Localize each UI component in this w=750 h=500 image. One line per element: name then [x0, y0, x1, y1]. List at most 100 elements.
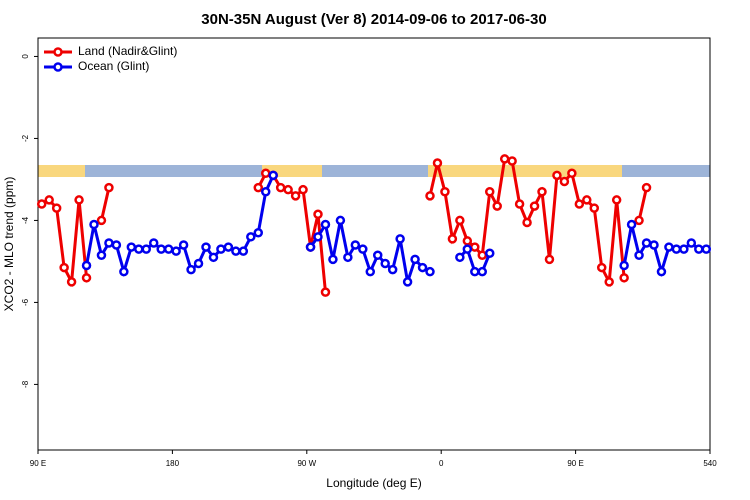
point: [96, 250, 107, 261]
legend-label: Land (Nadir&Glint): [78, 44, 177, 58]
chart-title: 30N-35N August (Ver 8) 2014-09-06 to 201…: [201, 11, 546, 28]
plot-frame: [37, 37, 711, 451]
point: [582, 195, 592, 205]
surface-band: [38, 165, 710, 177]
point: [432, 158, 443, 168]
point: [626, 219, 637, 230]
point: [231, 246, 241, 256]
point: [313, 209, 323, 220]
point: [477, 250, 488, 261]
point: [455, 252, 465, 263]
y-tick-label: -2: [21, 134, 30, 142]
point: [193, 258, 204, 269]
point: [260, 186, 271, 197]
point: [455, 215, 465, 226]
point: [440, 186, 450, 197]
point: [104, 182, 114, 193]
point: [253, 182, 264, 193]
point: [529, 201, 540, 211]
land-band: [38, 165, 85, 177]
point: [96, 215, 107, 226]
point: [395, 234, 405, 244]
point: [156, 244, 166, 254]
point: [417, 262, 428, 273]
point: [238, 246, 249, 256]
point: [253, 227, 264, 238]
point: [477, 266, 488, 277]
point: [656, 266, 667, 277]
point: [186, 264, 196, 275]
point: [313, 232, 323, 242]
x-tick-label: 90 E: [567, 459, 583, 468]
point: [649, 240, 659, 250]
point: [567, 168, 577, 179]
point: [89, 219, 99, 230]
point: [81, 260, 92, 271]
ocean-band: [322, 165, 428, 177]
point: [619, 273, 629, 283]
point: [611, 195, 622, 205]
point: [492, 201, 502, 211]
point: [365, 266, 376, 277]
y-axis-label: XCO2 - MLO trend (ppm): [2, 177, 16, 312]
y-tick-label: -6: [21, 298, 30, 306]
y-tick-label: 0: [21, 54, 30, 59]
point: [163, 244, 174, 254]
point: [686, 238, 697, 248]
point: [537, 186, 547, 197]
point: [499, 154, 510, 164]
point: [246, 232, 256, 242]
point: [694, 244, 704, 254]
point: [634, 250, 644, 261]
land-band: [428, 165, 622, 177]
x-tick-label: 90 W: [297, 459, 316, 468]
point: [514, 199, 525, 209]
point: [81, 273, 92, 283]
point: [470, 266, 480, 277]
point: [201, 242, 211, 252]
legend-marker: [53, 62, 63, 72]
point: [470, 242, 480, 252]
x-tick-label: 0: [439, 459, 444, 468]
point: [223, 242, 234, 252]
point: [141, 244, 152, 254]
point: [544, 254, 555, 265]
point: [44, 195, 54, 205]
point: [216, 244, 226, 254]
point: [507, 156, 517, 166]
point: [619, 260, 629, 271]
point: [387, 264, 398, 275]
point: [596, 262, 607, 273]
point: [51, 203, 62, 213]
point: [664, 242, 674, 252]
point: [701, 244, 712, 254]
point: [574, 199, 585, 209]
point: [358, 244, 368, 254]
ocean-band: [622, 165, 710, 177]
y-tick-label: -8: [21, 380, 30, 388]
point: [679, 244, 689, 254]
point: [275, 182, 286, 193]
point: [589, 203, 600, 213]
point: [380, 258, 390, 269]
point: [335, 215, 346, 226]
x-tick-label: 540: [703, 459, 717, 468]
point: [119, 266, 129, 277]
point: [604, 277, 614, 287]
point: [559, 176, 570, 187]
point: [66, 277, 77, 287]
point: [320, 219, 331, 230]
point: [298, 184, 308, 195]
point: [484, 186, 495, 197]
x-tick-label: 180: [166, 459, 180, 468]
y-tick-label: -4: [21, 216, 30, 224]
point: [641, 238, 652, 248]
point: [410, 254, 420, 265]
point: [260, 168, 271, 179]
point: [148, 238, 159, 248]
point: [283, 184, 293, 195]
point: [59, 262, 69, 273]
ocean-band: [85, 165, 262, 177]
point: [268, 170, 278, 181]
